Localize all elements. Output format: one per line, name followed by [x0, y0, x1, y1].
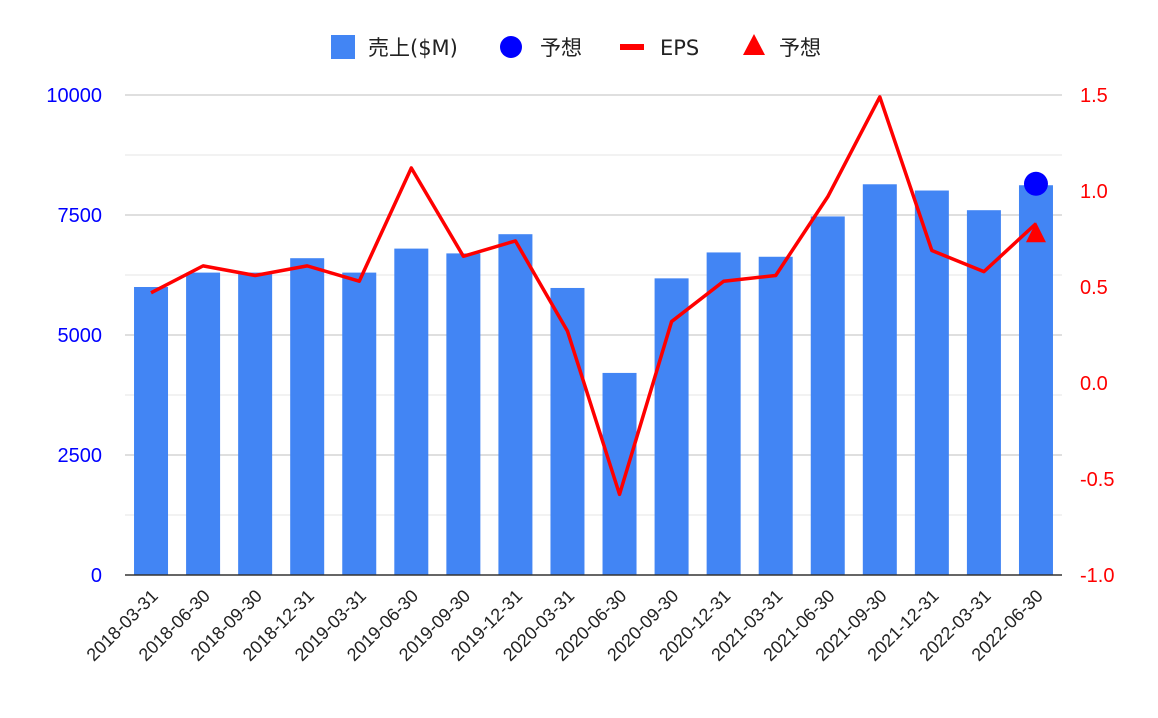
bar-2020-06-30: [602, 372, 637, 575]
bar-2019-09-30: [446, 253, 481, 575]
left-axis-ticks: 0 2500 5000 7500 10000: [46, 85, 102, 587]
right-axis-ticks: -1.0 -0.5 0.0 0.5 1.0 1.5: [1080, 85, 1114, 587]
legend-swatch-eps: [620, 44, 644, 50]
bar-2022-03-31: [966, 210, 1001, 575]
forecast-sales-point: [1023, 171, 1048, 196]
left-tick-label: 2500: [58, 445, 103, 467]
bar-2019-12-31: [498, 234, 533, 575]
right-tick-label: 1.5: [1080, 85, 1108, 107]
right-tick-label: -1.0: [1080, 565, 1114, 587]
right-tick-label: 0.5: [1080, 277, 1108, 299]
legend-swatch-sales: [331, 35, 355, 59]
gridlines: [125, 94, 1062, 516]
legend-label-forecast-triangle: 予想: [779, 36, 821, 60]
bar-2021-06-30: [810, 216, 845, 575]
left-tick-label: 5000: [58, 325, 103, 347]
legend-label-forecast-circle: 予想: [540, 36, 582, 60]
right-tick-label: -0.5: [1080, 469, 1114, 491]
bar-2020-12-31: [706, 252, 741, 575]
forecast-markers: [1023, 171, 1048, 243]
bar-2021-03-31: [758, 256, 793, 575]
bar-2018-09-30: [238, 272, 273, 575]
legend-label-eps: EPS: [660, 36, 699, 60]
bar-2018-03-31: [134, 287, 169, 575]
bar-2018-12-31: [290, 258, 325, 575]
legend-swatch-forecast-circle: [500, 36, 522, 58]
bar-2018-06-30: [186, 272, 221, 575]
right-tick-label: 0.0: [1080, 373, 1108, 395]
left-tick-label: 7500: [58, 205, 103, 227]
right-tick-label: 1.0: [1080, 181, 1108, 203]
bar-2020-09-30: [654, 278, 689, 575]
legend-swatch-forecast-triangle: [743, 34, 765, 55]
bar-2021-09-30: [862, 184, 897, 575]
eps-series-line: [150, 95, 1038, 497]
bar-2019-03-31: [342, 272, 377, 575]
left-tick-label: 10000: [46, 85, 102, 107]
bar-2019-06-30: [394, 248, 429, 575]
forecast-eps-point: [1025, 222, 1046, 243]
legend-label-sales: 売上($M): [368, 36, 458, 60]
bar-2022-06-30: [1018, 185, 1053, 576]
x-axis-ticks: 2018-03-312018-06-302018-09-302018-12-31…: [83, 586, 1047, 665]
bars: [134, 184, 1053, 576]
legend: 売上($M) 予想 EPS 予想: [331, 34, 821, 60]
left-tick-label: 0: [91, 565, 102, 587]
eps-line: [150, 95, 1038, 497]
